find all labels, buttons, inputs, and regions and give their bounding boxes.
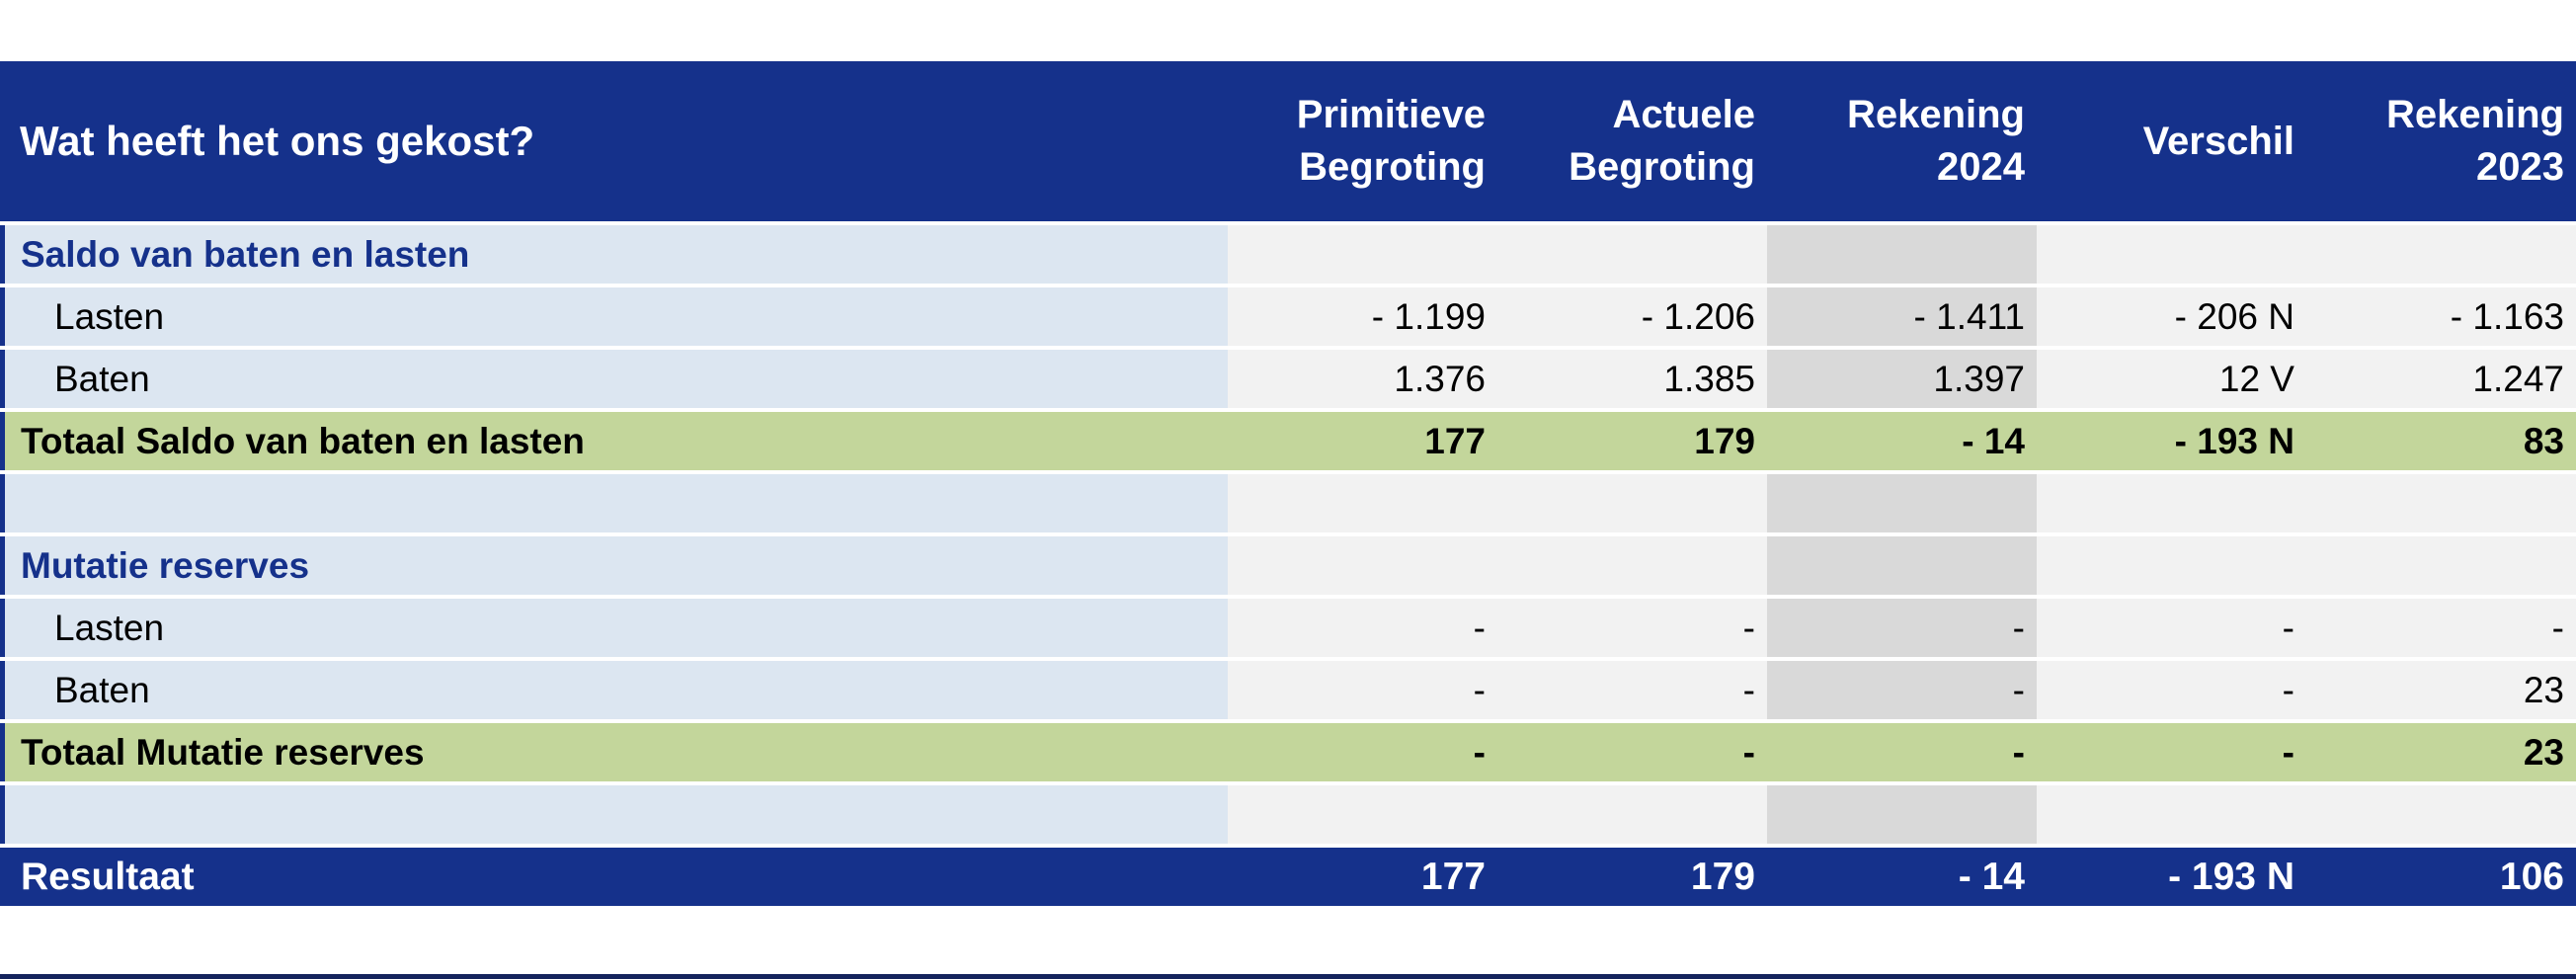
cell-value: - 1.411 [1767,287,2037,346]
row-label: Lasten [0,599,1228,657]
table-row-total: Totaal Saldo van baten en lasten 177 179- … [0,412,2576,470]
cell-value [1228,536,1497,595]
cell-value: 23 [2306,723,2576,781]
table-row-section: Mutatie reserves [0,536,2576,595]
table-row-detail: Baten - - - -23 [0,661,2576,719]
cell-value [1767,474,2037,532]
financial-table: Wat heeft het ons gekost? Primitieve Beg… [0,57,2576,910]
table-row-result: Resultaat 177 179- 14- 193 N 106 [0,848,2576,906]
cell-value: - 14 [1767,848,2037,906]
cell-value [1497,785,1767,844]
cell-value: - [1228,661,1497,719]
row-label: Baten [0,350,1228,408]
cell-value: - [1767,723,2037,781]
cell-value: 12 V [2037,350,2306,408]
column-header: Primitieve Begroting [1228,61,1497,221]
cell-value: - [1767,661,2037,719]
row-label: Lasten [0,287,1228,346]
row-label [0,785,1228,844]
row-label: Resultaat [0,848,1228,906]
table-row-empty [0,474,2576,532]
cell-value: - 14 [1767,412,2037,470]
cell-value: - [2037,723,2306,781]
table-bottom-border [0,974,2576,979]
table-row-empty [0,785,2576,844]
cell-value: - 1.163 [2306,287,2576,346]
cell-value: - [2037,599,2306,657]
cell-value [1228,225,1497,284]
cell-value: 1.397 [1767,350,2037,408]
cell-value: - 1.206 [1497,287,1767,346]
cell-value: - 193 N [2037,848,2306,906]
cell-value: - 1.199 [1228,287,1497,346]
row-label: Totaal Mutatie reserves [0,723,1228,781]
table-row-section: Saldo van baten en lasten [0,225,2576,284]
cell-value [2306,785,2576,844]
cell-value [1228,474,1497,532]
column-header: Rekening 2024 [1767,61,2037,221]
cell-value: 1.376 [1228,350,1497,408]
cell-value: - 193 N [2037,412,2306,470]
column-header: Verschil [2037,61,2306,221]
table-row-detail: Lasten - - - - - [0,599,2576,657]
table-row-detail: Lasten - 1.199- 1.206- 1.411- 206 N- 1.16… [0,287,2576,346]
row-label: Baten [0,661,1228,719]
cell-value: 83 [2306,412,2576,470]
cell-value: 1.385 [1497,350,1767,408]
row-label: Totaal Saldo van baten en lasten [0,412,1228,470]
header-row: Wat heeft het ons gekost? Primitieve Beg… [0,61,2576,221]
cell-value [2306,474,2576,532]
cell-value [2306,536,2576,595]
cell-value: - [1497,661,1767,719]
financial-report-page: Wat heeft het ons gekost? Primitieve Beg… [0,57,2576,980]
cell-value [2037,785,2306,844]
table-title: Wat heeft het ons gekost? [0,61,1228,221]
cell-value [1497,225,1767,284]
row-label: Mutatie reserves [0,536,1228,595]
cell-value [1228,785,1497,844]
cell-value: - [1228,599,1497,657]
table-row-total: Totaal Mutatie reserves - - - -23 [0,723,2576,781]
cell-value [2037,536,2306,595]
cell-value [2037,225,2306,284]
row-label: Saldo van baten en lasten [0,225,1228,284]
cell-value: - [1767,599,2037,657]
cell-value: - [1497,723,1767,781]
cell-value: - [1228,723,1497,781]
cell-value [1767,225,2037,284]
column-header: Actuele Begroting [1497,61,1767,221]
cell-value: 179 [1497,848,1767,906]
cell-value: - [2306,599,2576,657]
cell-value: 179 [1497,412,1767,470]
cell-value: 106 [2306,848,2576,906]
column-header: Rekening 2023 [2306,61,2576,221]
cell-value: 177 [1228,412,1497,470]
cell-value [2306,225,2576,284]
table-row-detail: Baten 1.376 1.385 1.397 12 V 1.247 [0,350,2576,408]
cell-value: 23 [2306,661,2576,719]
row-label [0,474,1228,532]
cell-value [1497,536,1767,595]
cell-value [1497,474,1767,532]
cell-value: - [2037,661,2306,719]
cell-value [2037,474,2306,532]
cell-value: 177 [1228,848,1497,906]
cell-value: - 206 N [2037,287,2306,346]
cell-value [1767,536,2037,595]
cell-value: - [1497,599,1767,657]
cell-value: 1.247 [2306,350,2576,408]
cell-value [1767,785,2037,844]
